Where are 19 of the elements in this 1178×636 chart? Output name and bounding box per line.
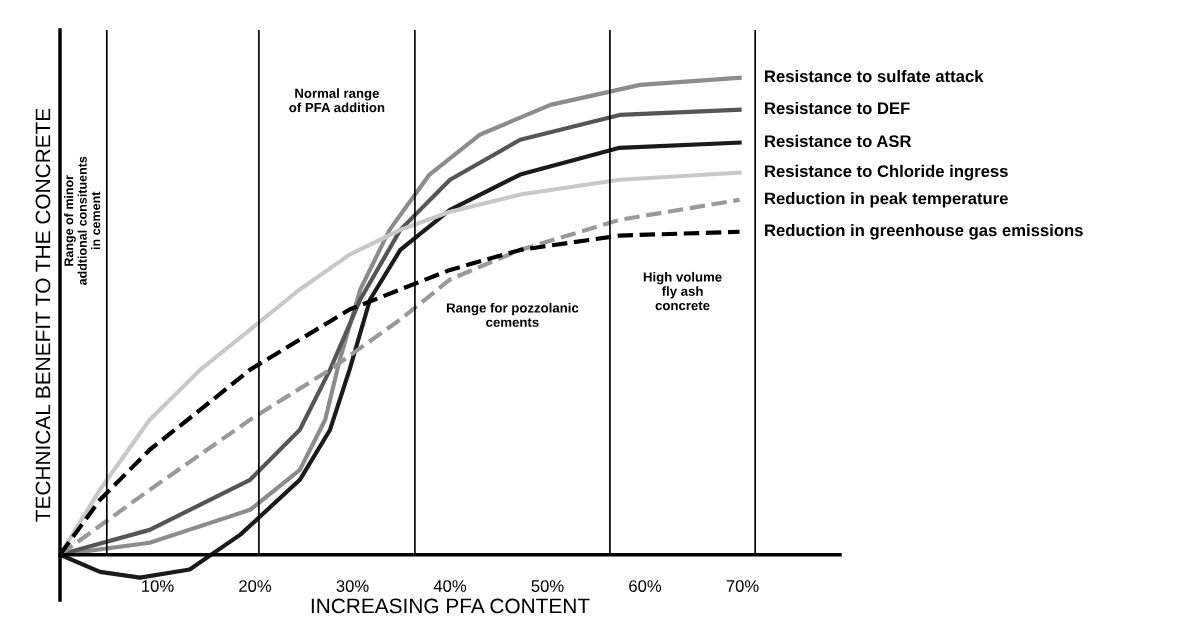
annotation: Range of minor addtional consituents in cement (64, 156, 101, 286)
x-tick-label: 20% (239, 580, 272, 592)
x-axis-title: INCREASING PFA CONTENT (311, 598, 590, 614)
x-tick-label: 70% (726, 580, 759, 592)
x-tick-label: 50% (531, 580, 564, 592)
y-axis-title: TECHNICAL BENEFIT TO THE CONCRETE (35, 108, 51, 522)
annotation: Range for pozzolanic cements (446, 302, 579, 327)
series-label: Resistance to sulfate attack (765, 69, 984, 83)
annotation: Normal range of PFA addition (289, 88, 385, 113)
x-tick-label: 60% (629, 580, 662, 592)
series-label: Resistance to Chloride ingress (765, 164, 1008, 181)
x-tick-label: 10% (142, 580, 174, 592)
annotation: High volume fly ash concrete (643, 271, 722, 311)
x-tick-label: 30% (336, 580, 369, 592)
x-tick-label: 40% (433, 580, 467, 592)
series-label: Resistance to ASR (765, 134, 912, 148)
series-label: Reduction in peak temperature (765, 192, 1008, 208)
series-label: Resistance to DEF (765, 101, 910, 115)
series-label: Reduction in greenhouse gas emissions (765, 223, 1083, 240)
